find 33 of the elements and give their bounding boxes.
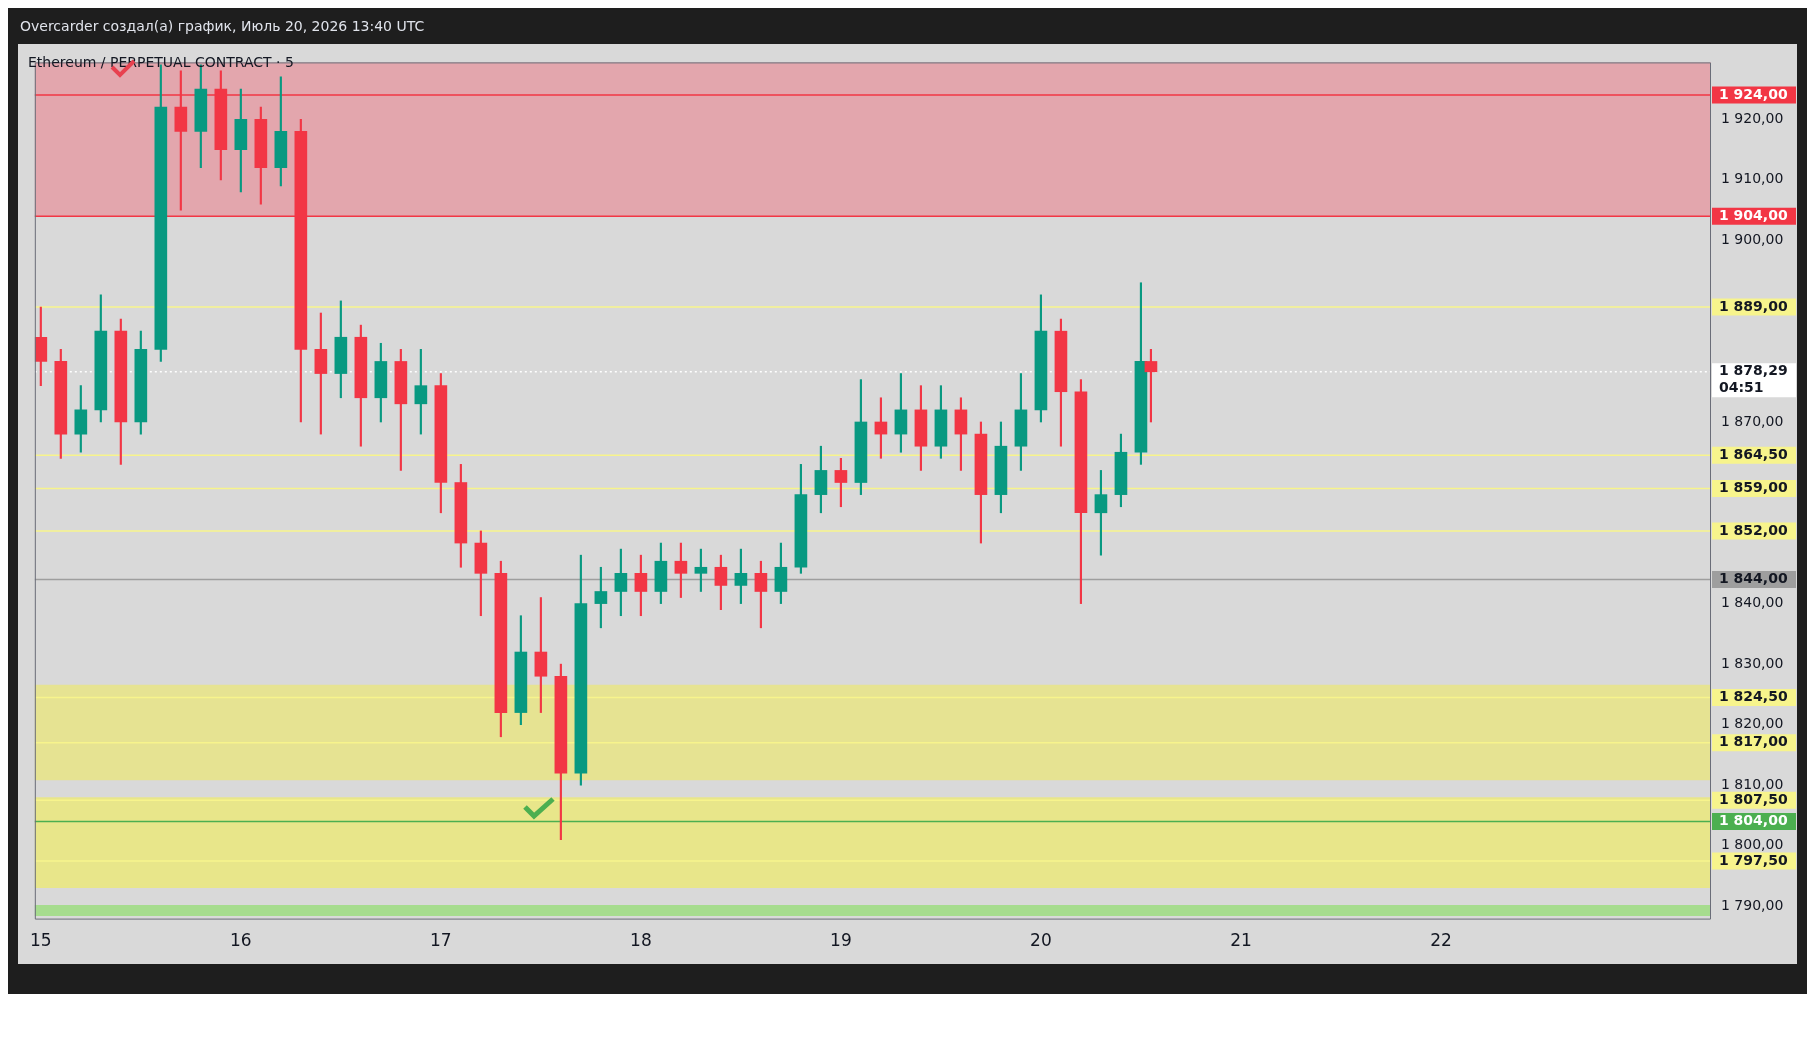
chart-subtitle: Ethereum / PERPETUAL CONTRACT · 5 [28,54,294,70]
y-tick-label: 1 910,00 [1721,170,1784,187]
x-tick-label: 22 [1430,930,1452,951]
ref-line-label: 1 807,50 [1719,790,1788,807]
ref-line-label: 1 889,00 [1719,297,1788,314]
ref-line-label: 1 804,00 [1719,812,1788,829]
ref-line-label: 1 797,50 [1719,851,1788,868]
x-tick-label: 19 [830,930,852,951]
y-tick-label: 1 790,00 [1721,896,1784,913]
y-tick-label: 1 810,00 [1721,775,1784,792]
y-tick-label: 1 870,00 [1721,412,1784,429]
x-tick-label: 20 [1030,930,1052,951]
chart-title: Overcarder создал(а) график, Июль 20, 2026 13:40 UTC [19,17,426,36]
ref-line-label: 1 844,00 [1719,570,1788,587]
ref-line-label: 1 878,29 04:51 [1719,362,1788,396]
ref-line-label: 1 824,50 [1719,688,1788,705]
y-tick-label: 1 830,00 [1721,654,1784,671]
y-tick-label: 1 900,00 [1721,231,1784,248]
y-tick-label: 1 820,00 [1721,715,1784,732]
x-tick-label: 21 [1230,930,1252,951]
ref-line-label: 1 817,00 [1719,733,1788,750]
x-tick-label: 17 [430,930,452,951]
x-tick-label: 15 [30,930,52,951]
ref-line-label: 1 859,00 [1719,479,1788,496]
ref-line-label: 1 904,00 [1719,206,1788,223]
x-tick-label: 16 [230,930,252,951]
ref-line-label: 1 924,00 [1719,85,1788,102]
x-tick-label: 18 [630,930,652,951]
y-tick-label: 1 800,00 [1721,836,1784,853]
y-tick-label: 1 840,00 [1721,594,1784,611]
ref-line-label: 1 852,00 [1719,521,1788,538]
y-tick-label: 1 920,00 [1721,109,1784,126]
ref-line-label: 1 864,50 [1719,445,1788,462]
